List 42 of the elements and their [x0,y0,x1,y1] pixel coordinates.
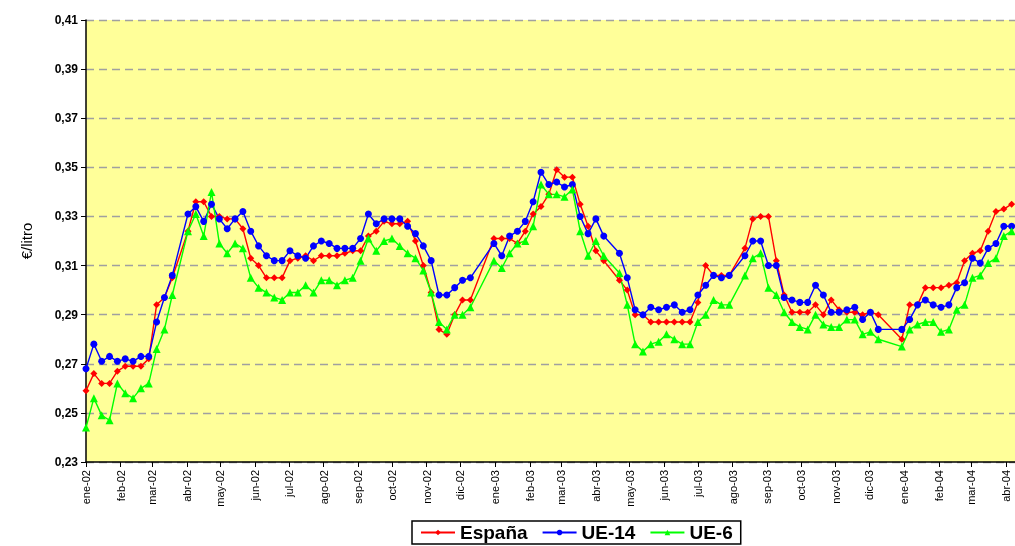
x-tick-label: may-03 [623,470,636,507]
y-axis-title: €/litro [18,222,35,260]
x-tick-label: ago-03 [726,470,739,505]
x-tick-label: mar-02 [146,470,159,505]
y-tick-label: 0,33 [54,209,79,224]
x-tick-label: mar-04 [965,470,978,505]
x-tick-label: ene-03 [489,470,502,505]
y-tick-label: 0,29 [54,307,79,322]
x-tick-label: abr-04 [1000,470,1013,502]
legend-label: UE-6 [689,522,733,543]
x-tick-label: ene-02 [80,470,92,505]
x-tick-label: jul-03 [691,470,704,498]
x-tick-label: sep-03 [761,470,774,504]
y-tick-label: 0,41 [54,13,79,27]
x-tick-label: feb-03 [523,470,536,502]
legend-label: UE-14 [581,522,636,543]
x-tick-label: may-02 [214,470,227,507]
x-tick-label: feb-04 [932,470,945,502]
x-tick-label: mar-03 [555,470,568,505]
y-tick-label: 0,27 [54,356,79,371]
x-tick-label: oct-03 [794,470,807,501]
x-tick-label: nov-03 [829,470,842,504]
x-tick-label: jun-02 [249,470,262,502]
x-tick-label: sep-02 [352,470,365,504]
x-tick-label: abr-02 [180,470,193,502]
x-tick-label: nov-02 [420,470,433,504]
x-tick-label: dic-02 [454,470,467,500]
x-tick-label: dic-03 [863,470,876,500]
x-tick-label: feb-02 [114,470,127,502]
legend-label: España [460,522,529,543]
x-tick-label: abr-03 [589,470,602,502]
y-tick-label: 0,25 [54,405,79,420]
x-tick-label: jul-02 [282,470,295,498]
y-tick-label: 0,31 [54,258,79,273]
y-tick-label: 0,35 [54,160,79,175]
x-tick-label: ago-02 [317,470,330,505]
y-tick-label: 0,23 [54,455,79,469]
y-tick-label: 0,39 [54,62,79,77]
x-tick-label: oct-02 [385,470,398,501]
x-tick-label: jun-03 [658,470,671,502]
x-tick-label: ene-04 [898,470,911,505]
y-tick-label: 0,37 [54,111,79,126]
